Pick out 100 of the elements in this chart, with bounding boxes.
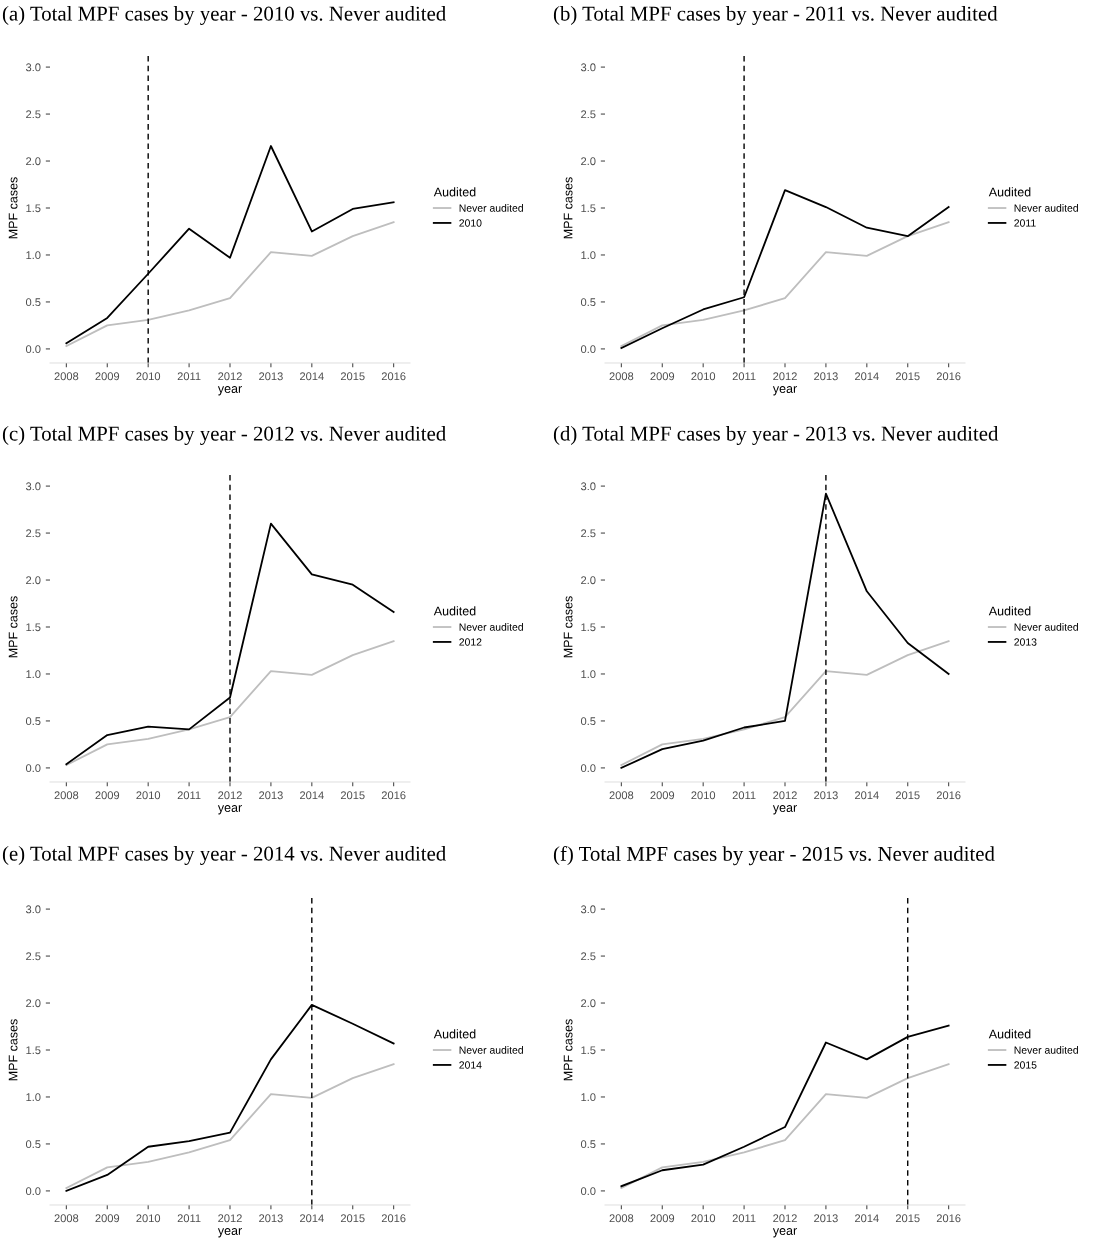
x-tick-label: 2010: [691, 791, 716, 800]
legend-label: Never audited: [459, 204, 523, 212]
y-tick-label: 1.5: [581, 204, 596, 213]
y-tick-label: 2.0: [581, 999, 596, 1008]
y-tick-label: 3.0: [580, 905, 596, 914]
y-axis-title: MPF cases: [563, 177, 573, 239]
x-tick-label: 2013: [259, 372, 283, 381]
x-tick-label: 2014: [855, 791, 879, 800]
y-tick-label: 2.0: [26, 999, 41, 1008]
y-tick-label: 0.0: [580, 764, 596, 773]
x-tick-label: 2010: [136, 1214, 161, 1223]
x-tick-label: 2009: [650, 372, 675, 381]
x-tick-label: 2009: [650, 791, 675, 800]
x-axis-title: year: [772, 386, 797, 396]
y-axis-title: MPF cases: [8, 177, 18, 239]
x-tick-label: 2016: [936, 791, 961, 800]
y-tick-label: 0.5: [580, 1140, 596, 1149]
x-tick-label: 2014: [300, 372, 324, 381]
x-tick-label: 2013: [814, 791, 838, 800]
y-tick-label: 3.0: [580, 482, 596, 491]
legend-label: 2014: [459, 1061, 482, 1069]
line-series: [620, 640, 950, 766]
y-axis-title: MPF cases: [563, 1019, 573, 1081]
x-tick-label: 2010: [136, 372, 161, 381]
legend-label: Never audited: [1014, 1046, 1078, 1054]
y-tick-label: 3.0: [25, 482, 41, 491]
y-tick-label: 1.5: [581, 1046, 596, 1055]
x-tick-label: 2008: [54, 1214, 79, 1223]
y-tick-label: 3.0: [580, 63, 596, 72]
x-tick-label: 2010: [136, 791, 161, 800]
legend-title: Audited: [988, 187, 1031, 197]
y-tick-label: 1.0: [26, 670, 41, 679]
x-tick-label: 2009: [95, 372, 120, 381]
y-tick-label: 2.5: [581, 529, 596, 538]
legend-label: 2015: [1014, 1061, 1037, 1069]
y-tick-label: 1.0: [581, 670, 596, 679]
legend-label: 2012: [459, 638, 482, 646]
y-tick-label: 0.0: [25, 345, 41, 354]
legend-title: Audited: [433, 1029, 476, 1039]
y-axis-title: MPF cases: [8, 1019, 18, 1081]
x-tick-label: 2008: [54, 372, 79, 381]
y-tick-label: 0.5: [25, 717, 41, 726]
x-tick-label: 2015: [340, 791, 365, 800]
y-tick-label: 2.0: [26, 576, 41, 585]
x-tick-label: 2014: [855, 372, 879, 381]
chart-title: (a) Total MPF cases by year - 2010 vs. Never audited: [2, 6, 446, 25]
x-tick-label: 2014: [300, 791, 324, 800]
line-series: [65, 640, 395, 766]
y-tick-label: 2.0: [26, 157, 41, 166]
y-tick-label: 0.0: [580, 345, 596, 354]
chart-title: (e) Total MPF cases by year - 2014 vs. Never audited: [2, 846, 446, 865]
y-tick-label: 0.0: [580, 1187, 596, 1196]
y-tick-label: 2.5: [26, 952, 41, 961]
y-tick-label: 3.0: [25, 905, 41, 914]
legend-label: Never audited: [1014, 204, 1078, 212]
y-tick-label: 1.0: [581, 251, 596, 260]
x-tick-label: 2012: [218, 1214, 242, 1223]
x-tick-label: 2011: [732, 372, 756, 381]
x-tick-label: 2008: [609, 1214, 634, 1223]
x-tick-label: 2012: [773, 372, 797, 381]
x-tick-label: 2009: [95, 791, 120, 800]
x-tick-label: 2009: [95, 1214, 120, 1223]
x-tick-label: 2015: [895, 791, 920, 800]
chart-title: (c) Total MPF cases by year - 2012 vs. Never audited: [2, 426, 446, 445]
line-series: [65, 1063, 395, 1189]
y-tick-label: 2.5: [26, 110, 41, 119]
x-tick-label: 2012: [218, 372, 242, 381]
x-tick-label: 2015: [895, 1214, 920, 1223]
y-tick-label: 0.5: [580, 298, 596, 307]
y-tick-label: 2.5: [26, 529, 41, 538]
x-tick-label: 2010: [691, 1214, 716, 1223]
y-tick-label: 1.0: [26, 1093, 41, 1102]
y-tick-label: 1.0: [26, 251, 41, 260]
x-axis-title: year: [772, 1228, 797, 1238]
y-tick-label: 1.0: [581, 1093, 596, 1102]
x-tick-label: 2013: [814, 1214, 838, 1223]
legend-title: Audited: [988, 606, 1031, 616]
x-tick-label: 2014: [300, 1214, 324, 1223]
x-tick-label: 2016: [381, 1214, 406, 1223]
legend-label: 2010: [459, 219, 482, 227]
x-tick-label: 2013: [259, 791, 283, 800]
x-tick-label: 2013: [259, 1214, 283, 1223]
legend-title: Audited: [988, 1029, 1031, 1039]
x-tick-label: 2011: [177, 1214, 201, 1223]
y-tick-label: 1.5: [26, 623, 41, 632]
x-axis-title: year: [217, 1228, 242, 1238]
legend-label: Never audited: [459, 1046, 523, 1054]
x-tick-label: 2014: [855, 1214, 879, 1223]
x-tick-label: 2012: [773, 791, 797, 800]
y-tick-label: 0.5: [25, 1140, 41, 1149]
line-series: [620, 1063, 950, 1189]
x-tick-label: 2015: [340, 372, 365, 381]
chart-title: (d) Total MPF cases by year - 2013 vs. Never audited: [553, 426, 999, 445]
y-tick-label: 2.0: [581, 576, 596, 585]
legend-label: Never audited: [1014, 623, 1078, 631]
y-axis-title: MPF cases: [563, 596, 573, 658]
chart-title: (b) Total MPF cases by year - 2011 vs. Never audited: [553, 6, 998, 25]
y-axis-title: MPF cases: [8, 596, 18, 658]
x-tick-label: 2016: [936, 1214, 961, 1223]
y-tick-label: 1.5: [581, 623, 596, 632]
